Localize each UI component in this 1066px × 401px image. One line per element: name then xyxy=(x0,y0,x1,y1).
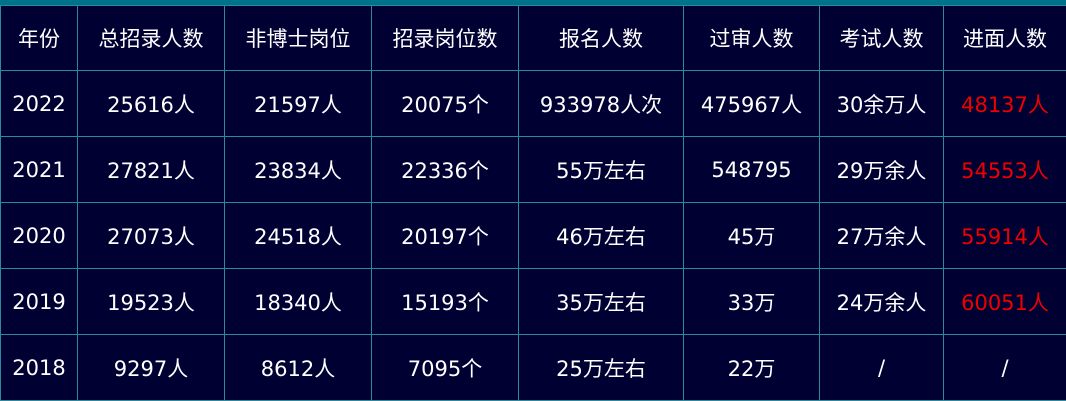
table-cell: 29万余人 xyxy=(820,137,944,203)
table-cell: 2022 xyxy=(1,71,78,137)
table-cell: 30余万人 xyxy=(820,71,944,137)
table-cell: 2019 xyxy=(1,269,78,335)
table-cell: 15193个 xyxy=(372,269,519,335)
table-cell: 8612人 xyxy=(225,335,372,401)
table-cell: / xyxy=(820,335,944,401)
table-cell: 24万余人 xyxy=(820,269,944,335)
table-cell: 933978人次 xyxy=(519,71,684,137)
table-cell: 18340人 xyxy=(225,269,372,335)
table-cell: 475967人 xyxy=(684,71,820,137)
table-cell: 54553人 xyxy=(944,137,1066,203)
table-cell: 27万余人 xyxy=(820,203,944,269)
table-cell: 19523人 xyxy=(78,269,225,335)
table-cell: 23834人 xyxy=(225,137,372,203)
table-cell: 48137人 xyxy=(944,71,1066,137)
column-header: 招录岗位数 xyxy=(372,6,519,71)
table-cell: 7095个 xyxy=(372,335,519,401)
table-cell: 2020 xyxy=(1,203,78,269)
table-cell: 27073人 xyxy=(78,203,225,269)
column-header: 过审人数 xyxy=(684,6,820,71)
table-cell: 46万左右 xyxy=(519,203,684,269)
table-cell: 33万 xyxy=(684,269,820,335)
table-cell: / xyxy=(944,335,1066,401)
table-cell: 25万左右 xyxy=(519,335,684,401)
column-header: 进面人数 xyxy=(944,6,1066,71)
column-header: 年份 xyxy=(1,6,78,71)
table-cell: 55万左右 xyxy=(519,137,684,203)
column-header: 考试人数 xyxy=(820,6,944,71)
table-cell: 2018 xyxy=(1,335,78,401)
table-cell: 20197个 xyxy=(372,203,519,269)
table-cell: 548795 xyxy=(684,137,820,203)
table-cell: 45万 xyxy=(684,203,820,269)
table-cell: 21597人 xyxy=(225,71,372,137)
table-cell: 27821人 xyxy=(78,137,225,203)
column-header: 报名人数 xyxy=(519,6,684,71)
column-header: 总招录人数 xyxy=(78,6,225,71)
table-cell: 24518人 xyxy=(225,203,372,269)
table-cell: 55914人 xyxy=(944,203,1066,269)
table-cell: 2021 xyxy=(1,137,78,203)
table-cell: 22万 xyxy=(684,335,820,401)
table-cell: 22336个 xyxy=(372,137,519,203)
column-header: 非博士岗位 xyxy=(225,6,372,71)
header-row: 年份总招录人数非博士岗位招录岗位数报名人数过审人数考试人数进面人数 xyxy=(1,6,1066,71)
table-cell: 9297人 xyxy=(78,335,225,401)
table-cell: 20075个 xyxy=(372,71,519,137)
table-cell: 25616人 xyxy=(78,71,225,137)
table-cell: 60051人 xyxy=(944,269,1066,335)
table-cell: 35万左右 xyxy=(519,269,684,335)
